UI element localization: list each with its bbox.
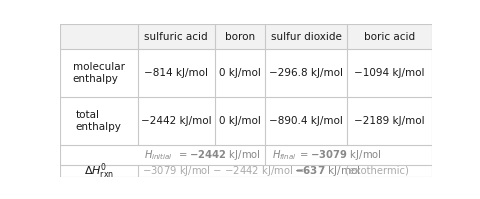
Text: sulfuric acid: sulfuric acid <box>144 32 208 42</box>
Text: $\mathbf{-637}$ kJ/mol: $\mathbf{-637}$ kJ/mol <box>294 164 360 178</box>
Text: = $\mathbf{-2442}$ kJ/mol: = $\mathbf{-2442}$ kJ/mol <box>178 148 261 162</box>
Text: sulfur dioxide: sulfur dioxide <box>271 32 341 42</box>
Text: $\mathit{H}_{\mathit{initial}}$: $\mathit{H}_{\mathit{initial}}$ <box>144 148 172 162</box>
Text: boron: boron <box>225 32 255 42</box>
Text: −2189 kJ/mol: −2189 kJ/mol <box>354 116 425 126</box>
Text: boric acid: boric acid <box>364 32 415 42</box>
Text: −2442 kJ/mol: −2442 kJ/mol <box>141 116 212 126</box>
Text: molecular
enthalpy: molecular enthalpy <box>73 62 125 84</box>
Text: 0 kJ/mol: 0 kJ/mol <box>219 116 261 126</box>
Text: −296.8 kJ/mol: −296.8 kJ/mol <box>269 68 343 78</box>
Text: 0 kJ/mol: 0 kJ/mol <box>219 68 261 78</box>
Bar <box>60 24 432 49</box>
Text: −1094 kJ/mol: −1094 kJ/mol <box>354 68 425 78</box>
Text: $\Delta H^0_{\mathregular{rxn}}$: $\Delta H^0_{\mathregular{rxn}}$ <box>84 161 114 181</box>
Text: $-$3079 kJ/mol $-$ $-$2442 kJ/mol =: $-$3079 kJ/mol $-$ $-$2442 kJ/mol = <box>142 164 306 178</box>
Text: −890.4 kJ/mol: −890.4 kJ/mol <box>269 116 343 126</box>
Text: −814 kJ/mol: −814 kJ/mol <box>144 68 208 78</box>
Text: total
enthalpy: total enthalpy <box>76 110 122 132</box>
Text: $\mathit{H}_{\mathit{final}}$: $\mathit{H}_{\mathit{final}}$ <box>272 148 296 162</box>
Text: = $\mathbf{-3079}$ kJ/mol: = $\mathbf{-3079}$ kJ/mol <box>300 148 383 162</box>
Text: (exothermic): (exothermic) <box>342 166 409 176</box>
